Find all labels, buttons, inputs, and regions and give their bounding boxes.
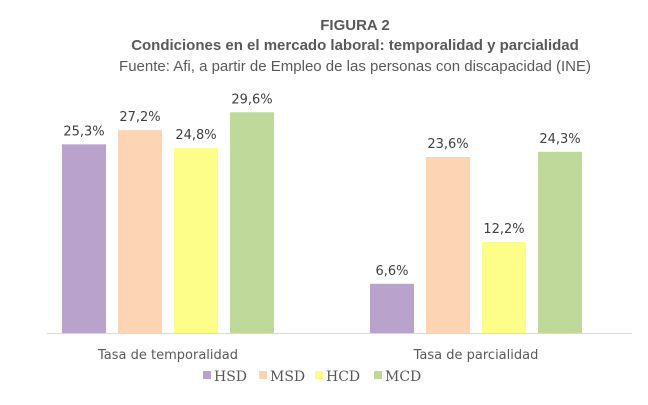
- bar-hcd: [174, 148, 218, 333]
- category-label: Tasa de temporalidad: [97, 348, 238, 363]
- bar-hcd: [482, 242, 526, 333]
- legend-swatch-msd: [259, 371, 267, 379]
- bar-msd: [426, 157, 470, 333]
- data-label: 23,6%: [427, 137, 468, 152]
- bar-msd: [118, 130, 162, 333]
- legend-label: MSD: [270, 369, 305, 385]
- bar-mcd: [538, 151, 582, 333]
- data-label: 29,6%: [231, 92, 272, 107]
- bar-hsd: [62, 144, 106, 333]
- bar-mcd: [230, 112, 274, 333]
- data-label: 12,2%: [483, 222, 524, 237]
- data-label: 24,8%: [175, 128, 216, 143]
- category-label: Tasa de parcialidad: [413, 348, 539, 363]
- bar-hsd: [370, 283, 414, 333]
- legend-swatch-mcd: [374, 371, 382, 379]
- data-label: 25,3%: [63, 124, 104, 139]
- figure-label: FIGURA 2: [320, 17, 390, 34]
- data-label: 24,3%: [539, 132, 580, 147]
- legend-swatch-hcd: [315, 371, 323, 379]
- data-label: 27,2%: [119, 110, 160, 125]
- chart-subtitle: Fuente: Afi, a partir de Empleo de las p…: [119, 58, 591, 75]
- legend-label: HSD: [214, 369, 247, 385]
- data-label: 6,6%: [375, 264, 408, 279]
- legend-label: HCD: [326, 369, 360, 385]
- chart-title: Condiciones en el mercado laboral: tempo…: [131, 37, 579, 54]
- legend-label: MCD: [385, 369, 421, 385]
- legend-swatch-hsd: [203, 371, 211, 379]
